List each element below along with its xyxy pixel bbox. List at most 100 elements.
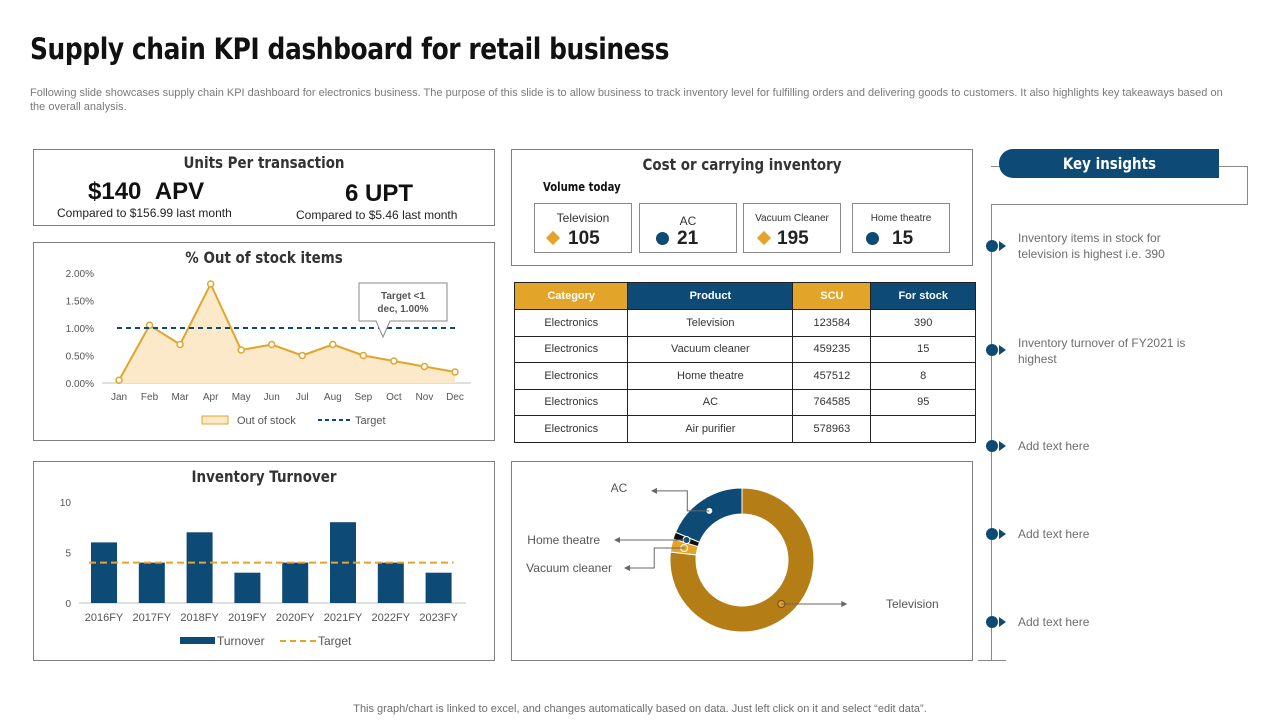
legend-swatch-turnover [180,637,215,644]
arrow-icon [999,345,1006,355]
out-of-stock-area [119,284,455,383]
donut-label-television: Television [886,597,939,611]
x-tick-label: Dec [446,392,464,403]
table-header-row: Category Product SCU For stock [513,282,976,310]
volume-name: Home theatre [870,213,932,224]
table-cell: AC [627,388,794,416]
volume-value: 195 [777,228,809,249]
volume-today-label: Volume today [543,180,621,194]
legend-swatch-out-of-stock [201,415,229,425]
upt-compare: Compared to $5.46 last month [296,208,458,222]
x-tick-label: Jan [111,392,127,403]
table-cell: 457512 [792,362,872,390]
bullet-icon [986,528,998,540]
key-insights-header: Key insights [999,149,1219,178]
page-title: Supply chain KPI dashboard for retail bu… [30,32,670,66]
out-of-stock-point [420,362,429,371]
x-tick-label: 2020FY [276,612,315,624]
x-tick-label: 2022FY [372,612,411,624]
out-of-stock-point [115,376,123,384]
x-tick-label: Nov [416,392,434,403]
units-per-transaction-title: Units Per transaction [183,153,345,172]
x-tick-label: Apr [203,392,219,403]
inventory-turnover-panel: Inventory Turnover 0 5 10 2016FY 2017FY 2018F… [33,461,495,661]
turnover-bar [91,542,117,603]
arrow-icon [999,241,1006,251]
stock-table: Category Product SCU For stock Electroni… [513,282,976,443]
donut-label-home-theatre: Home theatre [527,533,600,547]
out-of-stock-line [118,281,456,381]
table-cell: 390 [870,309,976,337]
leader-line [630,547,685,569]
inventory-turnover-title: Inventory Turnover [191,467,337,486]
table-cell: 8 [870,362,976,390]
legend-label: Target [318,634,352,648]
table-cell: Television [627,309,794,337]
leader-arrow-icon [841,600,848,607]
legend-label: Out of stock [237,415,296,427]
table-row: Electronics Home theatre 457512 8 [513,362,976,390]
y-tick-label: 1.50% [66,297,94,308]
table-cell: 578963 [792,415,872,443]
arrow-icon [999,529,1006,539]
volume-box-vacuum-cleaner: Vacuum Cleaner 195 [743,203,841,253]
donut-slice [669,487,815,633]
table-cell: Electronics [513,415,629,443]
out-of-stock-point [390,357,398,365]
out-of-stock-point [329,340,337,349]
leader-arrow-icon [614,536,620,543]
table-cell: 15 [870,335,976,363]
out-of-stock-point [237,346,245,354]
turnover-bar [282,562,309,603]
x-tick-label: 2023FY [419,612,458,624]
out-of-stock-point [298,351,307,360]
footer-note: This graph/chart is linked to excel, and… [353,703,927,715]
target-callout-text: dec, 1.00% [377,304,428,315]
turnover-bar [377,562,404,603]
legend-label: Turnover [217,634,265,648]
volume-name: Television [556,211,610,225]
legend-label: Target [355,415,386,427]
key-insights-timeline-end [978,660,1006,661]
x-tick-label: Aug [324,392,342,403]
column-header-for-stock: For stock [870,282,976,310]
arrow-icon [999,441,1006,451]
donut-slice [674,487,743,543]
table-cell: 95 [870,388,976,416]
turnover-bar [425,572,452,603]
table-row: Electronics Air purifier 578963 [513,415,976,443]
target-callout-text: Target <1 [381,291,425,302]
y-tick-label: 0.50% [66,352,94,363]
x-tick-label: 2018FY [180,612,219,624]
table-cell: Electronics [513,335,629,363]
table-row: Electronics Television 123584 390 [513,309,976,337]
out-of-stock-point [267,340,276,349]
units-per-transaction-panel: Units Per transaction $140 APV Compared … [33,149,495,226]
volume-value: 21 [677,228,699,249]
diamond-icon [756,230,772,246]
turnover-bar [186,532,213,603]
x-tick-label: Feb [141,392,159,403]
out-of-stock-point [451,368,459,376]
table-cell [870,415,976,443]
x-tick-label: 2017FY [133,612,172,624]
volume-value: 15 [892,228,914,249]
leader-arrow-icon [651,487,657,494]
column-header-product: Product [627,282,794,310]
apv-compare: Compared to $156.99 last month [57,206,232,220]
x-tick-label: May [232,392,251,403]
key-insights-timeline [991,205,992,660]
table-cell: Home theatre [627,362,794,390]
bullet-icon [986,440,998,452]
bullet-icon [986,240,998,252]
y-tick-label: 1.00% [66,324,94,335]
stock-share-panel: Television Vacuum cleaner Home theatre AC [511,461,973,661]
x-tick-label: Jul [296,392,309,403]
y-tick-label: 0 [65,599,71,610]
circle-icon [656,232,669,245]
table-cell: Air purifier [627,415,794,443]
diamond-icon [545,230,561,246]
apv-value: $140 APV [88,178,205,205]
x-tick-label: Sep [354,392,372,403]
out-of-stock-point [145,321,154,329]
